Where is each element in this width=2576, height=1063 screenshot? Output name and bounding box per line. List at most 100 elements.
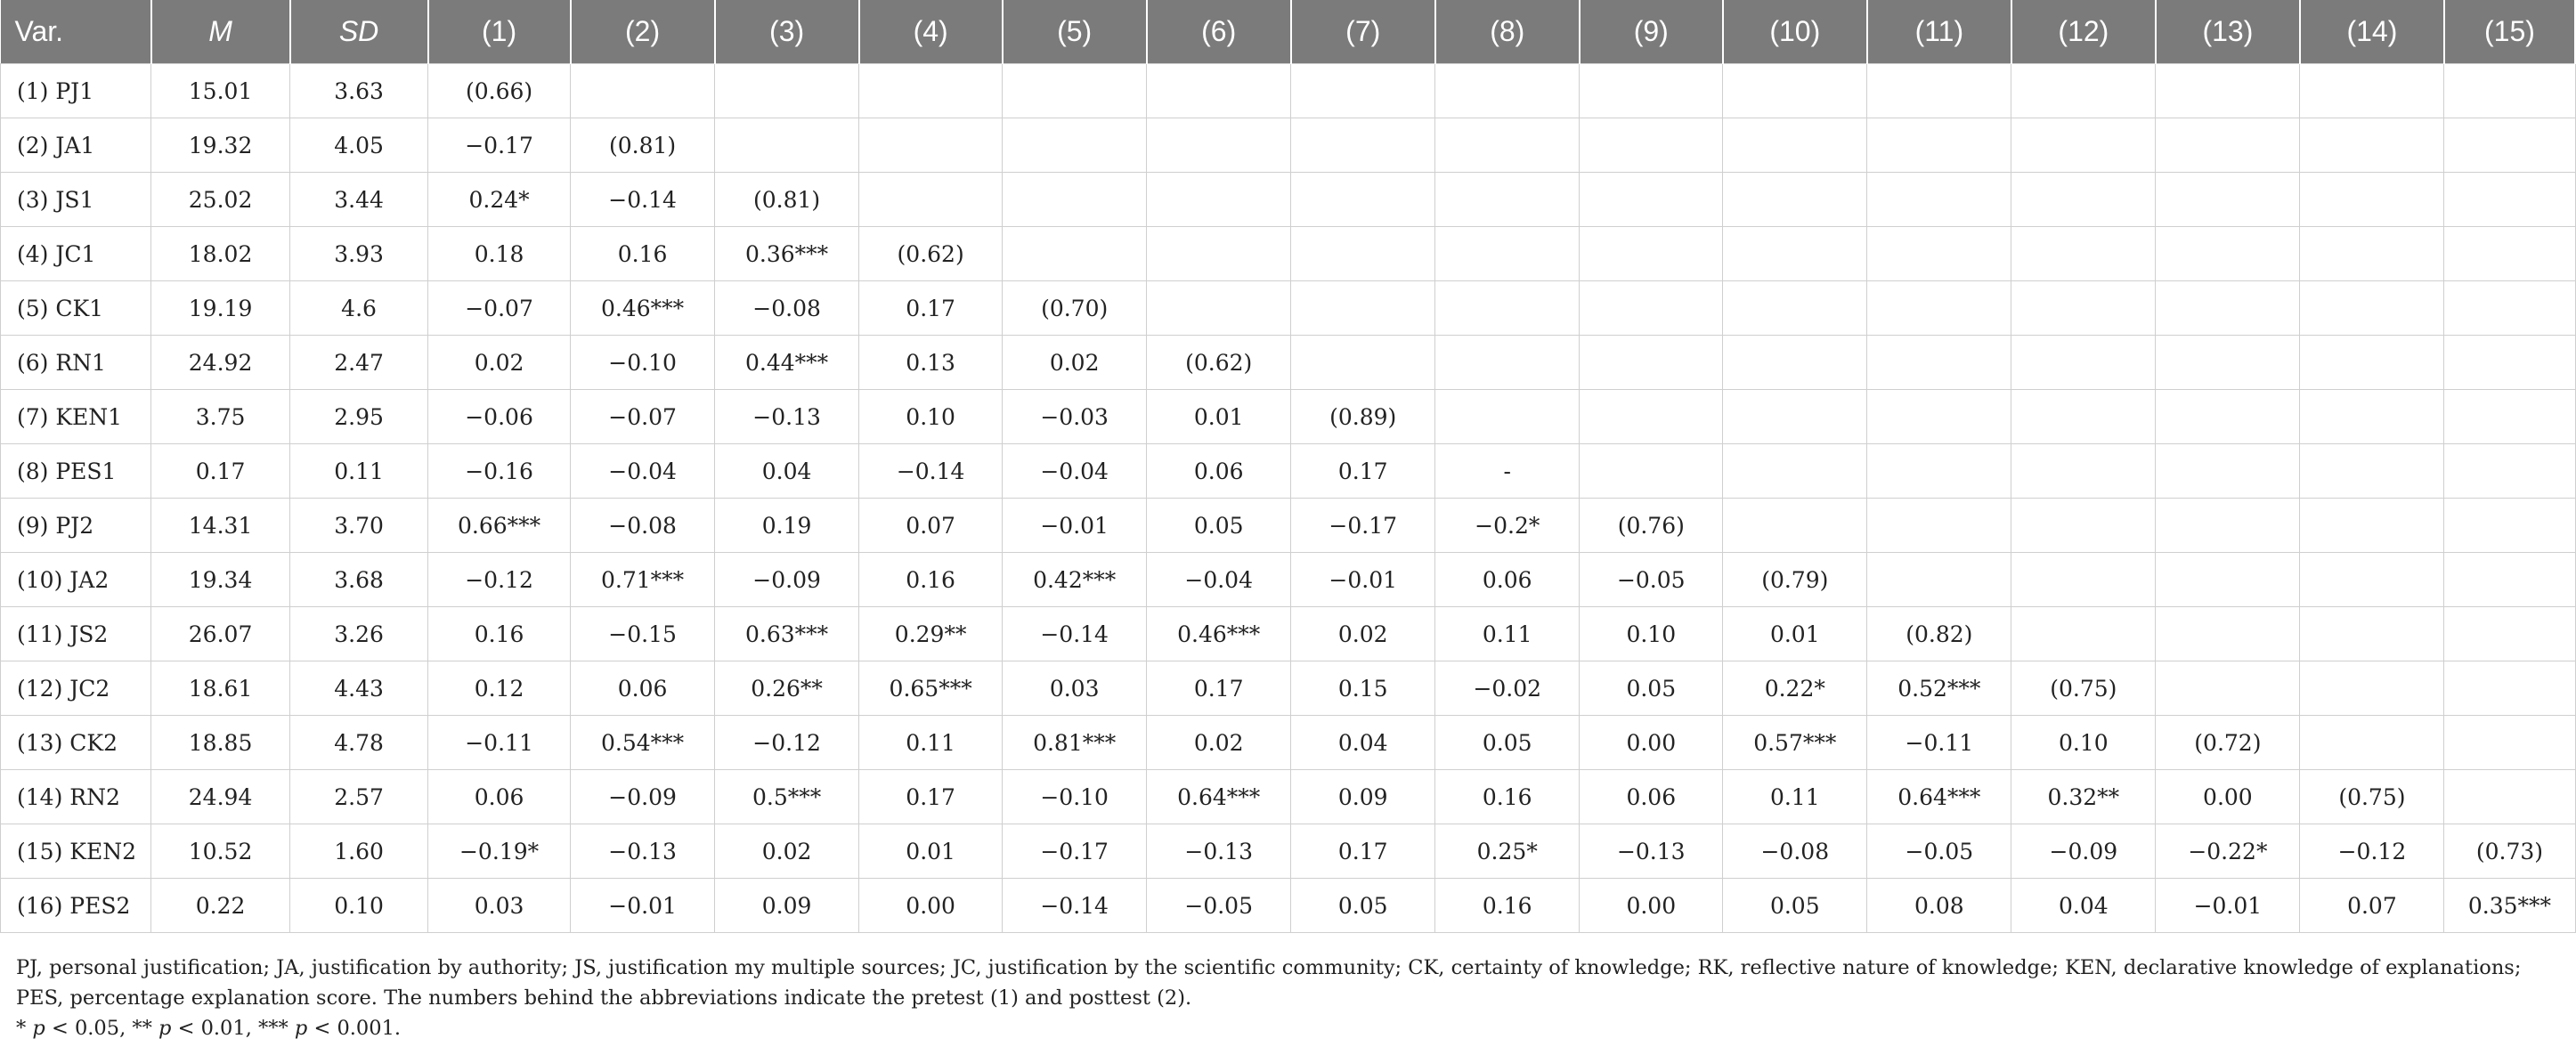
mean-cell: 10.52: [150, 824, 291, 879]
table-notes: PJ, personal justification; JA, justific…: [16, 953, 2554, 1043]
correlation-cell: 0.05: [1722, 878, 1868, 933]
correlation-cell: [2299, 118, 2445, 173]
correlation-cell: [1579, 335, 1724, 390]
correlation-cell: −0.13: [1579, 824, 1724, 879]
correlation-cell: 0.00: [2155, 769, 2301, 824]
abbreviations-note: PJ, personal justification; JA, justific…: [16, 956, 2522, 1010]
correlation-cell: 0.07: [858, 498, 1004, 553]
correlation-cell: [2011, 552, 2157, 607]
correlation-cell: 0.01: [1146, 389, 1292, 444]
correlation-cell: −0.19*: [427, 824, 572, 879]
correlation-cell: −0.09: [2011, 824, 2157, 879]
correlation-cell: [858, 63, 1004, 118]
correlation-cell: [2011, 226, 2157, 281]
mean-cell: 24.94: [150, 769, 291, 824]
correlation-cell: 0.64***: [1866, 769, 2012, 824]
correlation-cell: −0.17: [1290, 498, 1436, 553]
row-label-cell: (11) JS2: [0, 606, 152, 661]
mean-cell: 24.92: [150, 335, 291, 390]
correlation-cell: −0.12: [714, 715, 860, 770]
correlation-cell: [2155, 552, 2301, 607]
correlation-cell: −0.01: [1290, 552, 1436, 607]
correlation-cell: 0.06: [570, 661, 716, 716]
sd-cell: 3.26: [289, 606, 429, 661]
correlation-cell: (0.70): [1002, 280, 1148, 336]
correlation-cell: −0.05: [1866, 824, 2012, 879]
header-cell-3: (3): [714, 0, 860, 64]
correlation-cell: [1146, 63, 1292, 118]
sd-cell: 3.44: [289, 172, 429, 227]
correlation-cell: [2299, 63, 2445, 118]
correlation-cell: −0.04: [570, 443, 716, 499]
correlation-cell: [1722, 63, 1868, 118]
correlation-cell: [2443, 606, 2576, 661]
sd-cell: 3.70: [289, 498, 429, 553]
correlation-cell: [1579, 443, 1724, 499]
row-label-cell: (4) JC1: [0, 226, 152, 281]
correlation-cell: (0.66): [427, 63, 572, 118]
row-label-cell: (6) RN1: [0, 335, 152, 390]
correlation-cell: (0.62): [1146, 335, 1292, 390]
correlation-cell: [714, 118, 860, 173]
correlation-cell: 0.05: [1579, 661, 1724, 716]
correlation-cell: 0.02: [1002, 335, 1148, 390]
correlation-cell: [2443, 389, 2576, 444]
correlation-cell: [1434, 335, 1581, 390]
correlation-cell: [2155, 226, 2301, 281]
row-label-cell: (1) PJ1: [0, 63, 152, 118]
correlation-cell: 0.08: [1866, 878, 2012, 933]
sig-p-3: p: [294, 1017, 308, 1040]
header-cell-mean: M: [150, 0, 291, 64]
correlation-cell: [1290, 335, 1436, 390]
correlation-cell: (0.72): [2155, 715, 2301, 770]
mean-cell: 0.17: [150, 443, 291, 499]
correlation-cell: [2299, 606, 2445, 661]
table-row: (2) JA1 19.32 4.05 −0.17 (0.81): [0, 118, 2576, 173]
correlation-cell: −0.08: [1722, 824, 1868, 879]
sd-cell: 4.78: [289, 715, 429, 770]
correlation-cell: [2155, 443, 2301, 499]
table-row: (5) CK1 19.19 4.6 −0.07 0.46*** −0.08 0.17 (0.7…: [0, 280, 2576, 336]
correlation-cell: [2011, 280, 2157, 336]
header-cell-var: Var.: [0, 0, 152, 64]
correlation-cell: (0.75): [2299, 769, 2445, 824]
correlation-cell: 0.5***: [714, 769, 860, 824]
correlation-cell: 0.66***: [427, 498, 572, 553]
correlation-cell: 0.24*: [427, 172, 572, 227]
table-row: (13) CK2 18.85 4.78 −0.11 0.54*** −0.12 0.11 0.…: [0, 715, 2576, 770]
correlation-cell: [2155, 335, 2301, 390]
sig-star-1: *: [16, 1017, 33, 1040]
correlation-cell: 0.06: [1434, 552, 1581, 607]
correlation-cell: 0.54***: [570, 715, 716, 770]
table-row: (7) KEN1 3.75 2.95 −0.06 −0.07 −0.13 0.10 −0.03…: [0, 389, 2576, 444]
correlation-cell: [2011, 335, 2157, 390]
correlation-cell: 0.17: [1146, 661, 1292, 716]
correlation-cell: [1866, 226, 2012, 281]
header-cell-8: (8): [1434, 0, 1581, 64]
correlation-cell: 0.11: [1434, 606, 1581, 661]
correlation-cell: [2443, 769, 2576, 824]
sig-rest-1: < 0.05, **: [45, 1017, 159, 1040]
table-row: (1) PJ1 15.01 3.63 (0.66): [0, 63, 2576, 118]
correlation-cell: [2299, 552, 2445, 607]
correlation-cell: [2299, 389, 2445, 444]
mean-cell: 14.31: [150, 498, 291, 553]
header-cell-13: (13): [2155, 0, 2301, 64]
correlation-cell: −0.13: [570, 824, 716, 879]
mean-cell: 15.01: [150, 63, 291, 118]
row-label-cell: (16) PES2: [0, 878, 152, 933]
row-label-cell: (9) PJ2: [0, 498, 152, 553]
correlation-cell: [2299, 335, 2445, 390]
correlation-cell: −0.16: [427, 443, 572, 499]
correlation-cell: [2299, 443, 2445, 499]
correlation-cell: [2299, 661, 2445, 716]
correlation-cell: (0.82): [1866, 606, 2012, 661]
correlation-cell: [2443, 63, 2576, 118]
correlation-cell: [1290, 226, 1436, 281]
table-header: Var. M SD (1) (2) (3) (4) (5) (6) (7) (8…: [0, 0, 2576, 64]
correlation-cell: [1722, 118, 1868, 173]
correlation-cell: −0.10: [1002, 769, 1148, 824]
table-row: (16) PES2 0.22 0.10 0.03 −0.01 0.09 0.00 −0.14−…: [0, 878, 2576, 933]
correlation-cell: (0.81): [714, 172, 860, 227]
correlation-cell: −0.05: [1146, 878, 1292, 933]
